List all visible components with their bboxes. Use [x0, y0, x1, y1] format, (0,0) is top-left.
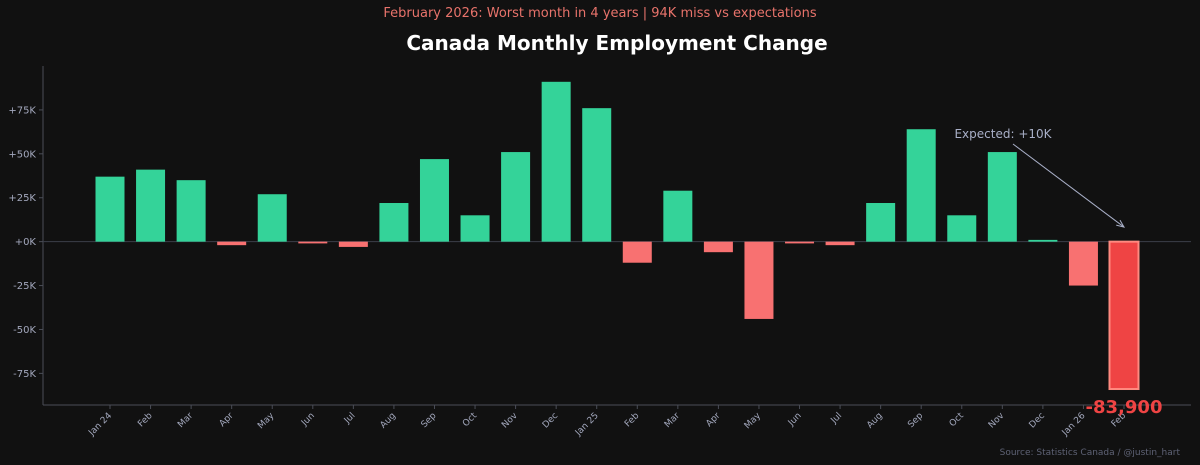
y-tick-label: -50K	[13, 325, 36, 336]
bar	[95, 176, 125, 242]
x-tick-label: Jul	[829, 411, 844, 426]
y-tick-label: +50K	[8, 149, 36, 160]
x-tick-label: Mar	[663, 411, 682, 430]
x-tick-label: Aug	[379, 411, 399, 431]
bar	[298, 241, 328, 244]
x-tick-label: May	[256, 411, 277, 432]
source-credit: Source: Statistics Canada / @justin_hart	[1000, 448, 1181, 458]
y-axis: -75K -50K -25K +0K +25K +50K +75K	[8, 66, 44, 405]
x-tick-label: May	[743, 411, 764, 432]
bar	[176, 180, 206, 242]
bar	[622, 241, 652, 263]
x-tick-label: Apr	[704, 411, 722, 429]
y-tick-label: +75K	[8, 105, 36, 116]
bar	[1068, 241, 1098, 286]
highlight-value-label: -83,900	[1086, 397, 1163, 418]
expected-label: Expected: +10K	[954, 127, 1052, 141]
x-tick-label: Apr	[218, 411, 236, 429]
bar	[825, 241, 855, 246]
chart-subtitle: February 2026: Worst month in 4 years | …	[383, 6, 816, 21]
x-tick-label: Feb	[623, 411, 642, 430]
bar	[987, 152, 1017, 242]
x-tick-label: Oct	[948, 411, 966, 429]
bar	[947, 215, 977, 242]
x-axis: Jan 24 Feb Mar Apr May Jun Jul Aug Sep Oct Nov Dec J…	[43, 241, 1191, 439]
bar	[257, 194, 287, 242]
y-tick-label: -75K	[13, 369, 36, 380]
bar	[744, 241, 774, 319]
chart-title: Canada Monthly Employment Change	[406, 31, 827, 55]
bar	[906, 129, 936, 242]
bar	[217, 241, 247, 246]
x-tick-label: Jan 24	[86, 411, 114, 439]
y-tick-label: +25K	[8, 193, 36, 204]
expected-arrow	[1012, 143, 1125, 228]
bar	[582, 108, 612, 242]
bar	[1028, 239, 1058, 242]
x-tick-label: Jul	[342, 411, 357, 426]
bar	[541, 81, 571, 242]
x-tick-label: Feb	[136, 411, 155, 430]
bar	[136, 169, 166, 242]
x-tick-label: Sep	[420, 411, 439, 430]
bar	[663, 190, 693, 242]
bar	[419, 159, 449, 242]
x-tick-label: Oct	[461, 411, 479, 429]
bar-series	[95, 81, 1140, 391]
x-tick-label: Mar	[176, 411, 195, 430]
expected-arrowhead	[1116, 219, 1126, 228]
x-tick-label: Dec	[1028, 411, 1047, 430]
bar	[338, 241, 368, 247]
bar	[785, 241, 815, 244]
annotations: -83,900 Expected: +10K	[954, 127, 1162, 418]
x-tick-label: Sep	[906, 411, 925, 430]
x-tick-label: Nov	[987, 411, 1007, 431]
bar	[460, 215, 490, 242]
x-tick-label: Jan 26	[1060, 411, 1088, 439]
x-tick-label: Jan 25	[573, 411, 601, 439]
bar	[501, 152, 531, 242]
y-tick-label: +0K	[15, 237, 37, 248]
bar	[703, 241, 733, 253]
x-tick-label: Dec	[541, 411, 560, 430]
y-tick-label: -25K	[13, 281, 36, 292]
x-tick-label: Jun	[786, 411, 804, 429]
bar	[866, 203, 896, 242]
x-tick-label: Jun	[299, 411, 317, 429]
x-tick-label: Nov	[500, 411, 520, 431]
x-tick-label: Aug	[865, 411, 885, 431]
bar	[379, 203, 409, 242]
bar-highlight	[1108, 240, 1140, 391]
